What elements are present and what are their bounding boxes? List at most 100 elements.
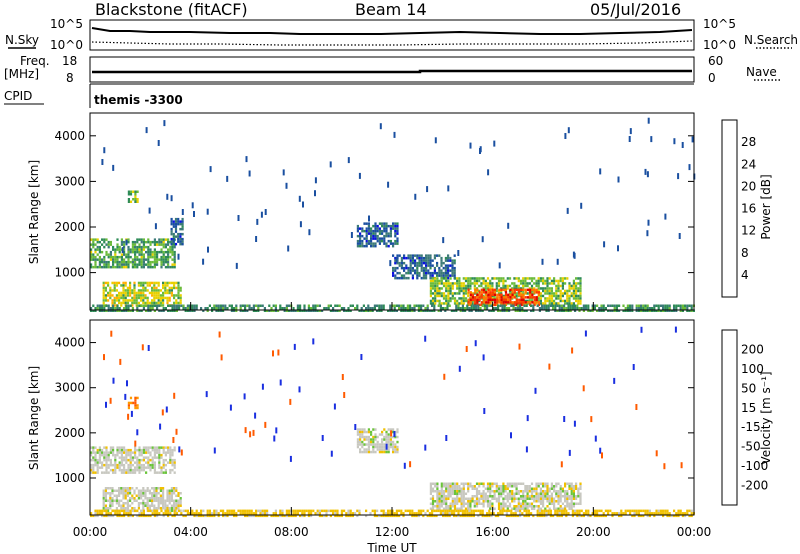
- heatmap-cell: [403, 261, 406, 265]
- heatmap-cell: [537, 289, 540, 293]
- heatmap-cell: [480, 502, 483, 505]
- heatmap-cell: [173, 296, 176, 300]
- heatmap-cell: [114, 466, 117, 469]
- heatmap-cell: [520, 298, 523, 302]
- heatmap-cell: [472, 307, 475, 310]
- heatmap-cell: [409, 509, 412, 513]
- heatmap-cell: [424, 307, 427, 310]
- heatmap-cell: [620, 514, 623, 518]
- heatmap-cell: [164, 451, 167, 454]
- heatmap-cell: [303, 512, 306, 515]
- heatmap-cell: [158, 463, 161, 467]
- heatmap-cell: [359, 227, 362, 230]
- heatmap-cell: [356, 509, 359, 513]
- heatmap-cell: [248, 307, 251, 310]
- heatmap-cell: [104, 289, 107, 292]
- heatmap-cell: [508, 492, 512, 495]
- heatmap-cell: [564, 485, 567, 488]
- heatmap-cell: [107, 492, 110, 495]
- heatmap-cell: [429, 507, 432, 510]
- heatmap-cell: [272, 512, 275, 515]
- heatmap-cell: [531, 288, 534, 292]
- heatmap-cell: [382, 304, 385, 307]
- heatmap-cell: [290, 514, 293, 518]
- heatmap-cell: [166, 289, 169, 292]
- heatmap-cell: [394, 435, 397, 439]
- heatmap-cell: [374, 438, 377, 441]
- heatmap-cell: [446, 514, 449, 518]
- heatmap-cell: [149, 260, 152, 264]
- heatmap-cell: [513, 287, 516, 290]
- heatmap-cell: [153, 512, 156, 515]
- heatmap-cell: [587, 304, 590, 307]
- heatmap-cell: [428, 512, 431, 515]
- heatmap-cell: [228, 512, 231, 515]
- heatmap-cell: [477, 509, 480, 513]
- heatmap-cell: [186, 509, 189, 513]
- heatmap-cell: [434, 485, 437, 488]
- heatmap-cell: [493, 297, 496, 300]
- heatmap-cell: [507, 296, 510, 299]
- heatmap-cell: [252, 304, 255, 307]
- heatmap-cell: [122, 487, 125, 490]
- heatmap-cell: [462, 289, 465, 293]
- heatmap-cell: [480, 293, 483, 297]
- heatmap-cell: [475, 492, 479, 495]
- heatmap-cell: [159, 497, 162, 500]
- heatmap-cell: [478, 502, 481, 505]
- heatmap-cell: [493, 288, 497, 292]
- heatmap-cell: [497, 292, 501, 295]
- heatmap-cell: [684, 512, 687, 515]
- heatmap-cell: [131, 487, 134, 490]
- heatmap-cell: [365, 227, 368, 230]
- heatmap-cell: [378, 242, 381, 245]
- heatmap-cell: [396, 224, 399, 228]
- heatmap-cell: [162, 458, 165, 462]
- heatmap-cell: [131, 507, 134, 510]
- heatmap-cell: [109, 504, 112, 507]
- heatmap-cell: [96, 512, 99, 515]
- heatmap-cell: [563, 309, 566, 312]
- heatmap-cell: [555, 492, 558, 495]
- heatmap-cell: [166, 494, 169, 497]
- heatmap-cell: [162, 263, 165, 266]
- heatmap-cell: [365, 242, 368, 245]
- heatmap-cell: [123, 260, 126, 264]
- heatmap-cell: [153, 301, 156, 305]
- heatmap-cell: [502, 505, 505, 508]
- heatmap-cell: [565, 512, 568, 515]
- heatmap-cell: [90, 512, 93, 515]
- heatmap-cell: [479, 509, 482, 513]
- heatmap-speck: [166, 193, 169, 200]
- heatmap-cell: [467, 301, 470, 304]
- heatmap-cell: [462, 292, 465, 295]
- colorbar-tick-label: 8: [741, 246, 749, 260]
- heatmap-cell: [389, 309, 392, 312]
- heatmap-cell: [340, 307, 343, 310]
- heatmap-speck: [629, 128, 632, 135]
- heatmap-cell: [438, 497, 441, 500]
- heatmap-cell: [653, 512, 656, 515]
- noise-min-left: 10^0: [50, 38, 83, 52]
- heatmap-cell: [578, 307, 581, 310]
- heatmap-cell: [486, 307, 489, 310]
- heatmap-cell: [134, 255, 137, 259]
- heatmap-cell: [175, 494, 178, 497]
- heatmap-cell: [126, 487, 129, 490]
- heatmap-cell: [577, 299, 580, 303]
- heatmap-speck: [483, 408, 486, 414]
- heatmap-cell: [140, 238, 143, 241]
- heatmap-cell: [136, 240, 139, 244]
- heatmap-cell: [118, 296, 121, 300]
- heatmap-cell: [347, 509, 350, 513]
- heatmap-cell: [175, 504, 178, 507]
- heatmap-cell: [167, 514, 170, 518]
- heatmap-cell: [510, 512, 513, 515]
- heatmap-cell: [445, 287, 448, 290]
- heatmap-cell: [493, 303, 497, 307]
- heatmap-cell: [184, 309, 187, 312]
- heatmap-cell: [112, 263, 115, 266]
- heatmap-cell: [564, 299, 567, 303]
- heatmap-cell: [90, 458, 93, 462]
- heatmap-cell: [396, 430, 399, 434]
